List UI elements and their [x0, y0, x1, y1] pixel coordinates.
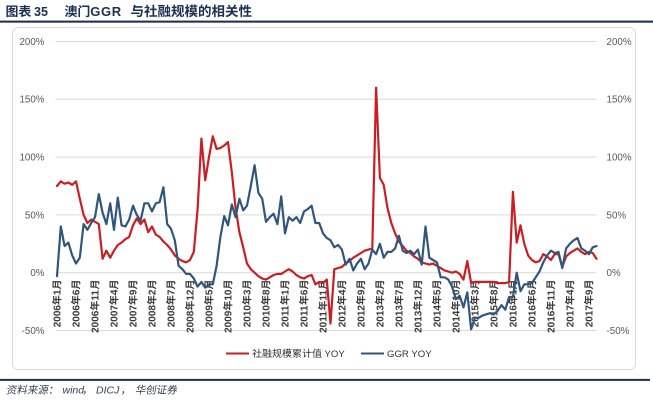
- svg-text:11: 11: [546, 290, 557, 301]
- svg-text:5: 5: [205, 289, 216, 295]
- svg-text:50%: 50%: [607, 210, 627, 221]
- svg-text:2: 2: [148, 289, 159, 295]
- svg-text:4: 4: [337, 289, 348, 295]
- svg-text:2013: 2013: [394, 305, 405, 328]
- svg-text:2014: 2014: [432, 305, 443, 328]
- svg-text:0%: 0%: [607, 268, 621, 279]
- svg-text:6: 6: [72, 289, 83, 295]
- svg-text:-50%: -50%: [22, 326, 45, 337]
- svg-text:8: 8: [489, 289, 500, 295]
- svg-text:2010: 2010: [243, 305, 254, 328]
- svg-text:2011: 2011: [281, 305, 292, 327]
- svg-text:GGR YOY: GGR YOY: [387, 349, 432, 360]
- svg-text:2008: 2008: [186, 310, 197, 333]
- svg-text:6: 6: [527, 289, 538, 295]
- svg-text:2015: 2015: [470, 305, 481, 328]
- svg-text:wind: wind: [63, 385, 86, 397]
- svg-text:2017: 2017: [565, 305, 576, 328]
- svg-text:35: 35: [34, 5, 48, 19]
- svg-text:9: 9: [584, 289, 595, 295]
- svg-text:9: 9: [356, 289, 367, 295]
- svg-text:2017: 2017: [584, 305, 595, 328]
- svg-text:100%: 100%: [607, 153, 632, 164]
- svg-text:2006: 2006: [91, 310, 102, 333]
- svg-text:4: 4: [565, 289, 576, 295]
- svg-text:2006: 2006: [53, 305, 64, 328]
- svg-text:2007: 2007: [129, 305, 140, 328]
- svg-text:2009: 2009: [205, 305, 216, 328]
- svg-text:50%: 50%: [25, 210, 45, 221]
- svg-text:2010: 2010: [262, 305, 273, 328]
- svg-text:11: 11: [319, 290, 330, 301]
- svg-text:1: 1: [53, 289, 64, 295]
- svg-text:6: 6: [300, 289, 311, 295]
- svg-text:7: 7: [394, 289, 405, 295]
- svg-text:12: 12: [186, 289, 197, 301]
- svg-text:200%: 200%: [19, 37, 44, 48]
- svg-text:GGR: GGR: [90, 4, 121, 19]
- svg-text:2008: 2008: [148, 305, 159, 328]
- svg-text:2015: 2015: [489, 305, 500, 328]
- svg-text:2016: 2016: [508, 305, 519, 328]
- svg-text:10: 10: [224, 289, 235, 301]
- svg-text:2011: 2011: [319, 311, 330, 333]
- svg-text:2008: 2008: [167, 305, 178, 328]
- svg-text:2007: 2007: [110, 305, 121, 328]
- svg-text:2009: 2009: [224, 310, 235, 333]
- svg-text:2: 2: [375, 289, 386, 295]
- svg-text:9: 9: [129, 289, 140, 295]
- svg-text:DICJ: DICJ: [96, 385, 120, 397]
- svg-text:2016: 2016: [546, 310, 557, 333]
- svg-text:150%: 150%: [19, 95, 44, 106]
- svg-text:0%: 0%: [30, 268, 44, 279]
- svg-text:3: 3: [243, 289, 254, 295]
- svg-text:150%: 150%: [607, 95, 632, 106]
- svg-text:12: 12: [413, 289, 424, 301]
- svg-text:5: 5: [432, 289, 443, 295]
- svg-text:2013: 2013: [413, 310, 424, 333]
- svg-text:200%: 200%: [607, 37, 632, 48]
- svg-text:2012: 2012: [356, 305, 367, 328]
- svg-text:2006: 2006: [72, 305, 83, 328]
- svg-text:1: 1: [281, 289, 292, 295]
- svg-text:10: 10: [451, 289, 462, 301]
- svg-text:8: 8: [262, 289, 273, 295]
- svg-text:11: 11: [91, 290, 102, 301]
- svg-text:4: 4: [110, 289, 121, 295]
- svg-text:2014: 2014: [451, 310, 462, 333]
- svg-text:2016: 2016: [527, 305, 538, 328]
- svg-text:-50%: -50%: [607, 326, 630, 337]
- svg-text:7: 7: [167, 289, 178, 295]
- svg-text:YOY: YOY: [325, 349, 346, 360]
- svg-text:3: 3: [470, 289, 481, 295]
- svg-text:2011: 2011: [300, 305, 311, 327]
- svg-text:2012: 2012: [337, 305, 348, 328]
- svg-text:100%: 100%: [19, 153, 44, 164]
- svg-text:2013: 2013: [375, 305, 386, 328]
